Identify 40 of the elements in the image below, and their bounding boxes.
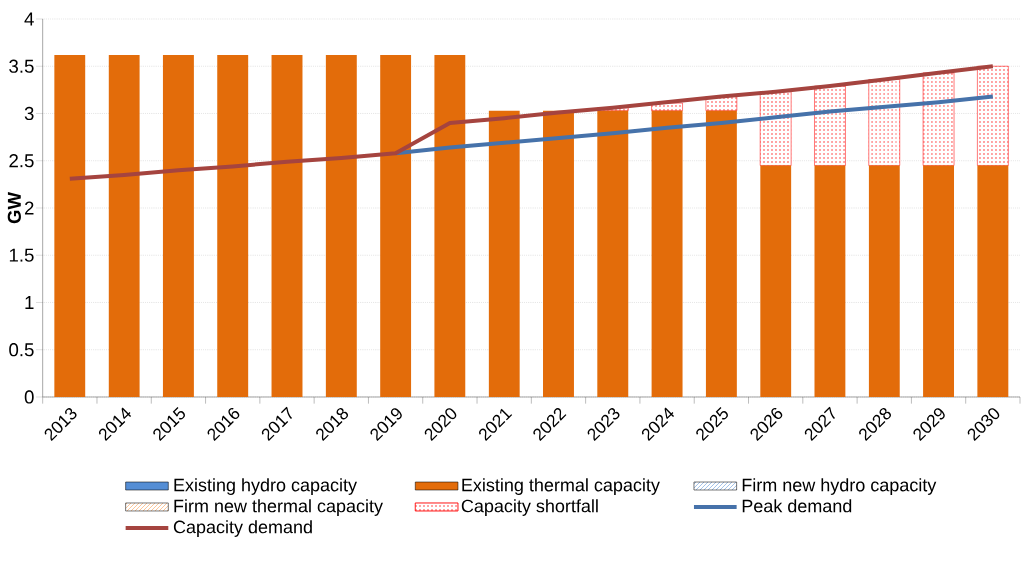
- y-tick-label: 1: [25, 296, 34, 309]
- bar: [868, 79, 901, 166]
- legend-label: Existing hydro capacity: [174, 478, 357, 495]
- y-tick-label: 0: [24, 390, 34, 404]
- bar: [977, 165, 1009, 397]
- legend-label: Firm new hydro capacity: [742, 478, 937, 495]
- bar: [705, 110, 737, 397]
- y-axis-title: GW: [7, 191, 21, 224]
- bar: [380, 54, 412, 397]
- bar: [162, 54, 194, 397]
- y-tick-label: 3: [24, 106, 34, 121]
- bar: [543, 110, 574, 397]
- bar: [977, 65, 1009, 166]
- bar: [54, 54, 86, 397]
- bar: [488, 110, 520, 397]
- y-tick-label: 1.5: [9, 248, 34, 262]
- bar: [923, 165, 955, 397]
- bar: [922, 72, 955, 166]
- y-tick-label: 3.5: [9, 59, 34, 73]
- y-tick-label: 2.5: [9, 154, 34, 168]
- bar: [108, 54, 140, 397]
- bar: [759, 91, 792, 166]
- legend-label: Peak demand: [742, 499, 852, 513]
- bar: [217, 54, 249, 397]
- legend-label: Capacity demand: [173, 520, 312, 537]
- bar: [868, 165, 900, 397]
- bar: [814, 165, 846, 397]
- bar: [597, 110, 629, 397]
- bar: [651, 110, 683, 397]
- legend-label: Existing thermal capacity: [462, 478, 660, 495]
- bar: [814, 85, 846, 166]
- legend-label: Capacity shortfall: [461, 499, 598, 516]
- legend-label: Firm new thermal capacity: [174, 499, 383, 516]
- y-tick-label: 2: [24, 201, 34, 215]
- bar: [434, 54, 466, 397]
- bar: [760, 165, 792, 397]
- bar: [271, 54, 303, 397]
- y-tick-label: 4: [24, 12, 34, 26]
- bar: [325, 54, 357, 397]
- y-tick-label: 0.5: [9, 343, 34, 357]
